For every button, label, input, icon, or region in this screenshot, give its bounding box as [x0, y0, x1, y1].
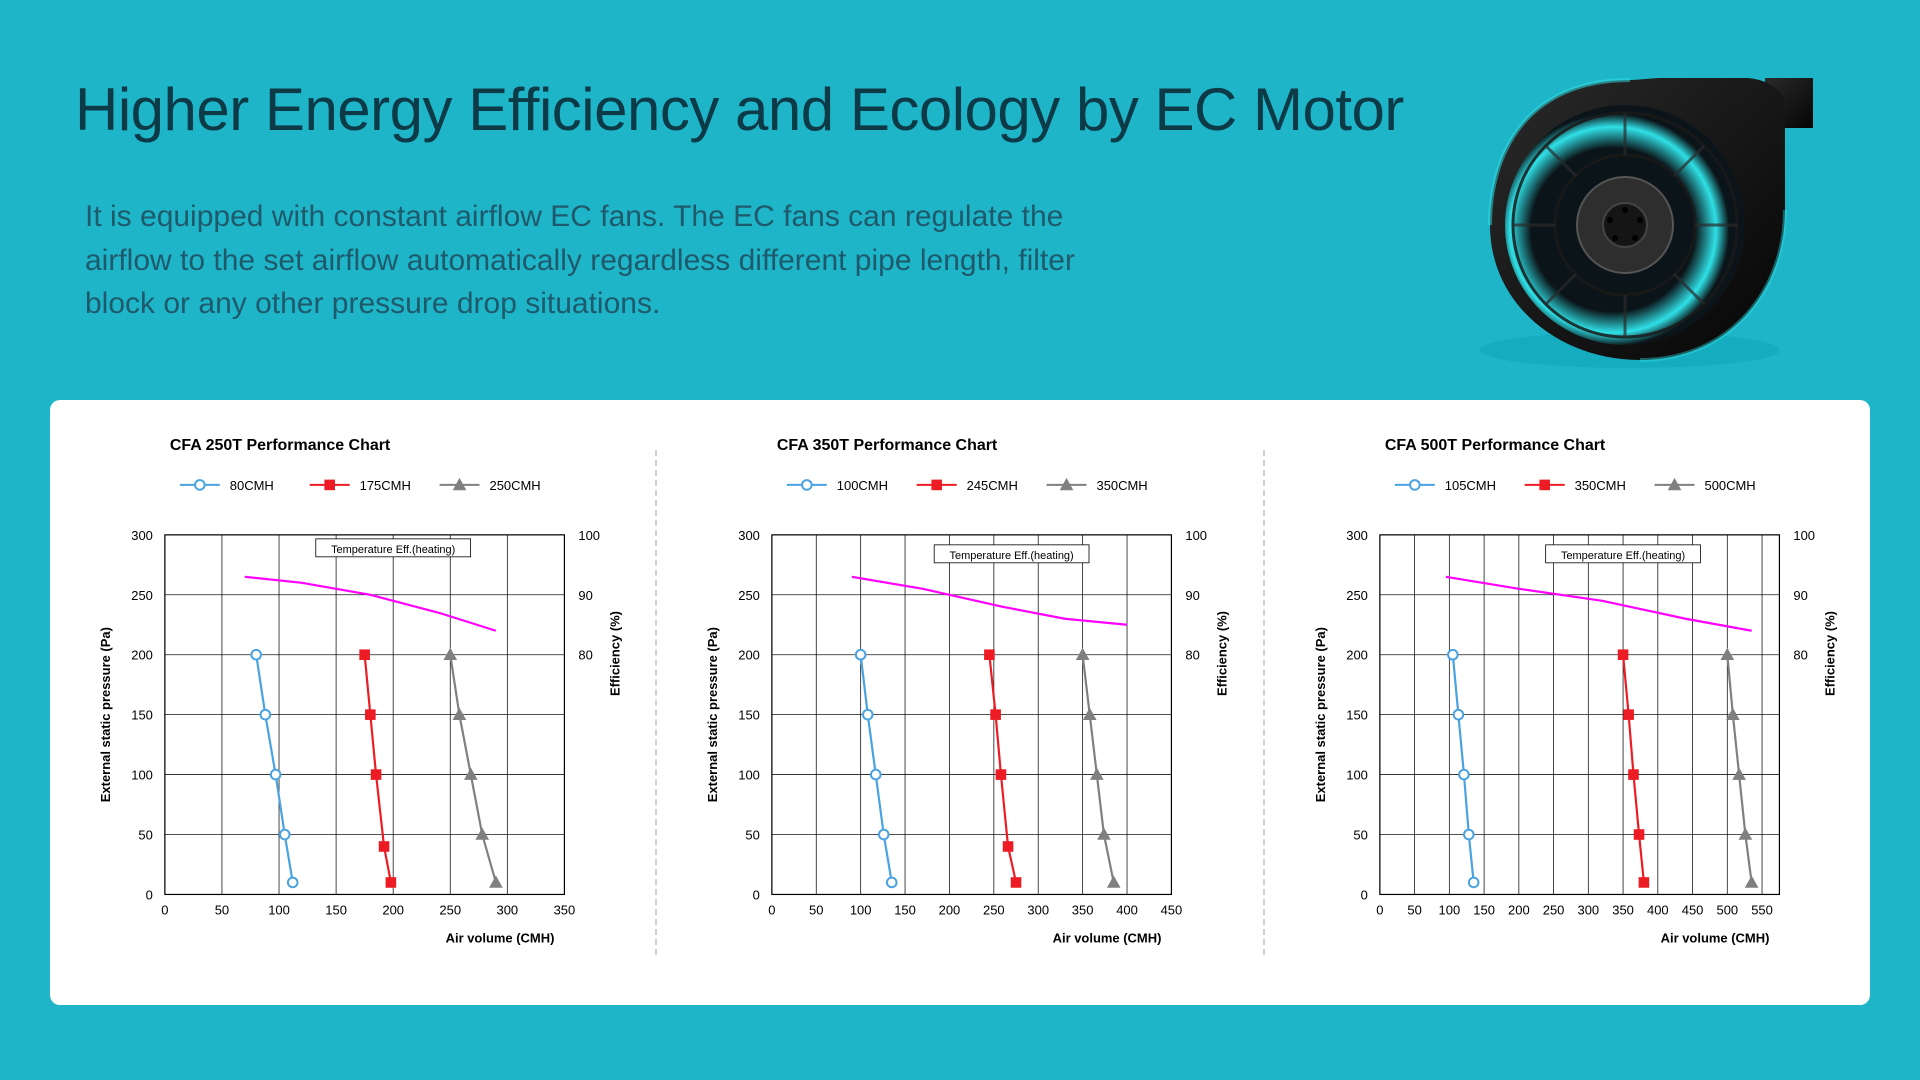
svg-text:50: 50: [1407, 902, 1421, 917]
svg-text:External static pressure (Pa): External static pressure (Pa): [705, 627, 720, 802]
svg-text:100: 100: [1438, 902, 1460, 917]
svg-text:0: 0: [1376, 902, 1383, 917]
svg-text:CFA 500T Performance Chart: CFA 500T Performance Chart: [1385, 437, 1606, 454]
svg-text:Air volume (CMH): Air volume (CMH): [446, 930, 555, 945]
svg-text:245CMH: 245CMH: [967, 478, 1018, 493]
svg-text:250: 250: [739, 588, 761, 603]
svg-text:400: 400: [1117, 902, 1139, 917]
svg-text:100: 100: [850, 902, 872, 917]
chart-cfa-350t: CFA 350T Performance Chart 100CMH 245CMH 35…: [657, 400, 1262, 1005]
svg-text:400: 400: [1647, 902, 1669, 917]
svg-text:350CMH: 350CMH: [1574, 478, 1625, 493]
svg-text:550: 550: [1751, 902, 1773, 917]
svg-text:200: 200: [382, 902, 404, 917]
svg-text:0: 0: [1360, 887, 1367, 902]
svg-text:200: 200: [1508, 902, 1530, 917]
svg-text:250CMH: 250CMH: [490, 478, 541, 493]
svg-text:100: 100: [1793, 528, 1815, 543]
svg-text:100: 100: [1186, 528, 1208, 543]
svg-text:0: 0: [753, 887, 760, 902]
svg-text:250: 250: [983, 902, 1005, 917]
svg-text:350: 350: [554, 902, 576, 917]
svg-text:90: 90: [1186, 588, 1200, 603]
svg-text:80CMH: 80CMH: [230, 478, 274, 493]
fan-icon: [1465, 60, 1815, 370]
svg-text:Temperature Eff.(heating): Temperature Eff.(heating): [1561, 550, 1685, 562]
svg-text:80: 80: [578, 648, 592, 663]
svg-text:100: 100: [1346, 768, 1368, 783]
svg-text:50: 50: [746, 828, 760, 843]
svg-text:300: 300: [1346, 528, 1368, 543]
svg-text:Air volume (CMH): Air volume (CMH): [1053, 930, 1162, 945]
svg-text:150: 150: [1473, 902, 1495, 917]
svg-text:50: 50: [1353, 828, 1367, 843]
svg-text:0: 0: [769, 902, 776, 917]
svg-text:250: 250: [439, 902, 461, 917]
charts-panel: CFA 250T Performance Chart 80CMH 175CMH 250…: [50, 400, 1870, 1005]
svg-text:500: 500: [1716, 902, 1738, 917]
svg-text:100: 100: [131, 768, 153, 783]
svg-text:350: 350: [1072, 902, 1094, 917]
svg-text:Efficiency (%): Efficiency (%): [1822, 611, 1837, 696]
svg-text:450: 450: [1681, 902, 1703, 917]
svg-text:175CMH: 175CMH: [360, 478, 411, 493]
svg-text:80: 80: [1793, 648, 1807, 663]
svg-text:300: 300: [497, 902, 519, 917]
svg-text:90: 90: [578, 588, 592, 603]
svg-text:150: 150: [131, 708, 153, 723]
svg-text:150: 150: [1346, 708, 1368, 723]
svg-text:Efficiency (%): Efficiency (%): [607, 611, 622, 696]
svg-text:100: 100: [268, 902, 290, 917]
svg-text:CFA 250T Performance Chart: CFA 250T Performance Chart: [170, 437, 391, 454]
svg-text:100: 100: [739, 768, 761, 783]
svg-text:Temperature Eff.(heating): Temperature Eff.(heating): [950, 550, 1074, 562]
svg-text:200: 200: [131, 648, 153, 663]
svg-text:90: 90: [1793, 588, 1807, 603]
svg-text:300: 300: [1028, 902, 1050, 917]
svg-text:50: 50: [138, 828, 152, 843]
svg-text:300: 300: [739, 528, 761, 543]
chart-cfa-250t: CFA 250T Performance Chart 80CMH 175CMH 250…: [50, 400, 655, 1005]
svg-text:300: 300: [131, 528, 153, 543]
svg-text:150: 150: [325, 902, 347, 917]
svg-text:CFA 350T Performance Chart: CFA 350T Performance Chart: [777, 437, 998, 454]
svg-text:350: 350: [1612, 902, 1634, 917]
svg-text:0: 0: [146, 887, 153, 902]
svg-text:450: 450: [1161, 902, 1183, 917]
svg-text:250: 250: [131, 588, 153, 603]
svg-text:50: 50: [215, 902, 229, 917]
svg-text:150: 150: [739, 708, 761, 723]
svg-text:200: 200: [939, 902, 961, 917]
svg-text:External static pressure (Pa): External static pressure (Pa): [1313, 627, 1328, 802]
svg-text:100: 100: [578, 528, 600, 543]
svg-text:Efficiency (%): Efficiency (%): [1215, 611, 1230, 696]
svg-text:External static pressure (Pa): External static pressure (Pa): [98, 627, 113, 802]
svg-text:50: 50: [809, 902, 823, 917]
svg-text:200: 200: [1346, 648, 1368, 663]
svg-text:150: 150: [895, 902, 917, 917]
svg-text:500CMH: 500CMH: [1704, 478, 1755, 493]
svg-text:350CMH: 350CMH: [1097, 478, 1148, 493]
svg-text:105CMH: 105CMH: [1444, 478, 1495, 493]
svg-text:250: 250: [1346, 588, 1368, 603]
svg-text:0: 0: [161, 902, 168, 917]
page-subtitle: It is equipped with constant airflow EC …: [85, 195, 1115, 326]
svg-text:250: 250: [1542, 902, 1564, 917]
svg-text:Air volume (CMH): Air volume (CMH): [1660, 930, 1769, 945]
svg-text:300: 300: [1577, 902, 1599, 917]
svg-text:80: 80: [1186, 648, 1200, 663]
svg-text:200: 200: [739, 648, 761, 663]
page-title: Higher Energy Efficiency and Ecology by …: [75, 75, 1404, 144]
svg-text:Temperature Eff.(heating): Temperature Eff.(heating): [331, 544, 455, 556]
chart-cfa-500t: CFA 500T Performance Chart 105CMH 350CMH 50…: [1265, 400, 1870, 1005]
svg-text:100CMH: 100CMH: [837, 478, 888, 493]
page-root: Higher Energy Efficiency and Ecology by …: [0, 0, 1920, 1080]
